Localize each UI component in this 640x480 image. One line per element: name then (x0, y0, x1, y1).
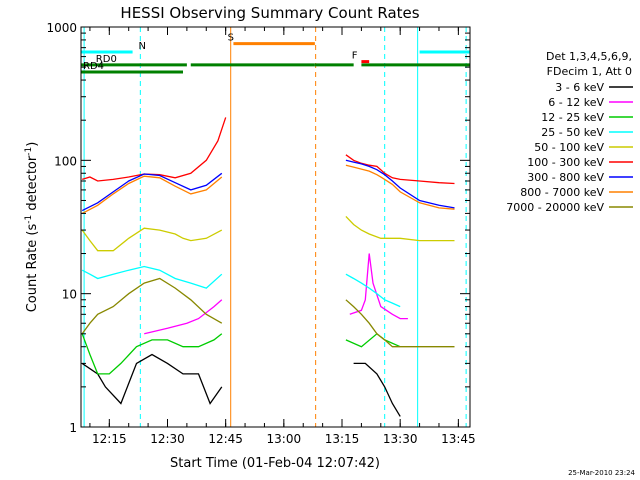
x-tick-label: 13:45 (441, 432, 476, 446)
series-line (81, 353, 223, 405)
series-line (345, 159, 455, 209)
x-tick-label: 13:00 (267, 432, 302, 446)
x-tick-label: 12:15 (92, 432, 127, 446)
y-tick-label: 100 (54, 154, 77, 168)
legend-header: FDecim 1, Att 0 (547, 65, 632, 78)
y-tick-label: 1000 (46, 21, 77, 35)
date-stamp: 25-Mar-2010 23:24 (568, 469, 635, 477)
series-line (81, 172, 223, 212)
series-line (353, 362, 401, 417)
y-tick-label: 10 (62, 288, 77, 302)
chart-title: HESSI Observing Summary Count Rates (120, 4, 419, 22)
plot-frame (80, 26, 471, 428)
series-line (81, 175, 223, 214)
x-axis-label: Start Time (01-Feb-04 12:07:42) (170, 456, 380, 471)
series-line (82, 117, 227, 182)
series-line (81, 227, 223, 252)
x-tick-label: 12:45 (208, 432, 243, 446)
legend-label: 25 - 50 keV (541, 126, 604, 139)
x-tick-label: 13:15 (325, 432, 360, 446)
legend-label: 50 - 100 keV (534, 141, 604, 154)
series-line (345, 332, 401, 348)
series-line (81, 277, 223, 335)
series-line (81, 333, 223, 375)
legend-label: 7000 - 20000 keV (506, 201, 604, 214)
legend-label: 800 - 7000 keV (520, 186, 604, 199)
flag-label: S (228, 33, 234, 44)
series-line (345, 154, 455, 185)
legend-label: 100 - 300 keV (527, 156, 604, 169)
flag-label: N (138, 41, 145, 52)
series-line (345, 215, 455, 242)
y-axis-label: Count Rate (s-1 detector-1) (24, 142, 40, 313)
legend-label: 300 - 800 keV (527, 171, 604, 184)
series-line (349, 253, 408, 320)
series-line (81, 265, 223, 289)
flag-label: F (352, 51, 358, 62)
series-line (345, 164, 455, 210)
flag-label: RD4 (83, 61, 104, 72)
series-line (345, 299, 455, 348)
series-line (345, 273, 401, 308)
legend-label: 6 - 12 keV (548, 96, 604, 109)
flag-label: RD0 (96, 54, 117, 65)
y-tick-label: 1 (69, 421, 77, 435)
legend-header: Det 1,3,4,5,6,9, (546, 50, 632, 63)
x-tick-label: 12:30 (150, 432, 185, 446)
x-tick-label: 13:30 (383, 432, 418, 446)
legend-label: 3 - 6 keV (555, 81, 604, 94)
legend-label: 12 - 25 keV (541, 111, 604, 124)
series-line (144, 299, 223, 335)
